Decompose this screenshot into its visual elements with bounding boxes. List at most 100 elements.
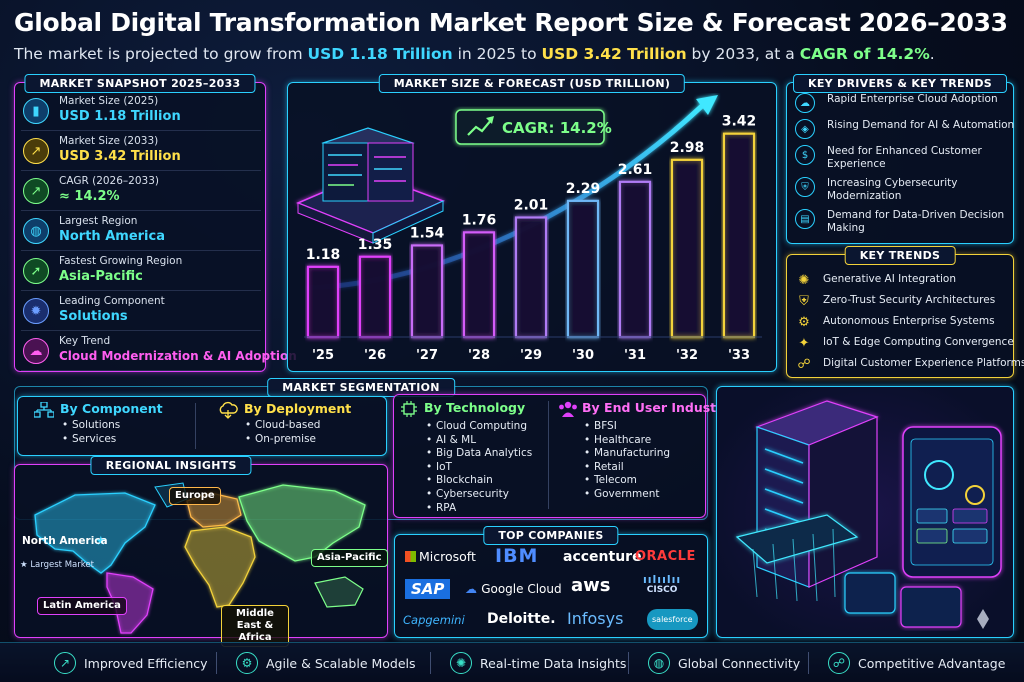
segment-item: Cloud-based [245,419,321,431]
google-cloud-logo-icon: ☁ [465,582,482,596]
agile-icon: ⚙ [236,652,258,674]
top-companies-panel: TOP COMPANIES Microsoft IBM accenture OR… [394,526,708,638]
bar [566,199,600,339]
north-america-shape [34,492,156,574]
subtitle-text-1: The market is projected to grow from [14,45,308,63]
segment-item: Services [62,433,116,445]
forecast-title: MARKET SIZE & FORECAST (USD TRILLION) [378,74,686,93]
mea-label: Middle East & Africa [221,605,289,647]
snapshot-value: North America [59,229,165,244]
key-trends-title: KEY TRENDS [844,246,956,265]
rocket-icon: ➚ [23,258,49,284]
footer-item: ☍ Competitive Advantage [828,648,1005,678]
trend-item: ⛨ Zero-Trust Security Architectures [795,292,1020,310]
insight-bulb-icon: ✺ [450,652,472,674]
microsoft-logo-icon [405,551,416,562]
trend-item: ✺ Generative AI Integration [795,271,1020,289]
cagr-chart-icon: ↗ [23,178,49,204]
snapshot-value: Cloud Modernization & AI Adoption [59,349,297,363]
company-infosys: Infosys [567,609,624,628]
company-cisco: ıılıılıı CISCO [643,573,682,595]
segment-item: Cybersecurity [426,488,509,500]
bar-value-label: 2.01 [514,198,549,214]
divider [548,401,549,509]
snapshot-label: CAGR (2026–2033) [59,175,159,187]
key-drivers-title: KEY DRIVERS & KEY TRENDS [793,74,1007,93]
x-tick-label: '32 [676,348,698,363]
brain-icon: ✺ [798,272,810,288]
snapshot-label: Fastest Growing Region [59,255,183,267]
snapshot-row: ➚ Fastest Growing Region Asia-Pacific [21,253,261,291]
by-industry-heading: By End User Industry [582,400,731,415]
latin-america-shape [106,572,154,634]
footer-bar [0,642,1024,682]
bar-chart-icon: ▮ [23,98,49,124]
africa-shape [184,526,256,608]
bar [514,216,548,339]
phone-device-2 [900,586,962,628]
server-rack-front [756,426,810,588]
growth-arrowhead [696,95,718,115]
forecast-panel: MARKET SIZE & FORECAST (USD TRILLION) [287,74,777,372]
segment-item: AI & ML [426,434,476,446]
bar [358,255,392,339]
segment-item: Government [584,488,660,500]
server-rack-side [808,416,878,588]
page-subtitle: The market is projected to grow from USD… [14,45,1014,63]
latin-america-label: Latin America [37,597,127,615]
driver-text: Demand for Data-Driven Decision Making [827,209,1005,234]
bar-value-label: 2.98 [670,140,705,156]
snapshot-label: Leading Component [59,295,165,307]
x-tick-label: '25 [312,348,334,363]
server-drawer [735,514,859,564]
trend-text: IoT & Edge Computing Convergence [823,336,1014,348]
subtitle-text-2: in 2025 to [452,45,542,63]
bar-value-label: 1.76 [462,212,497,228]
x-tick-label: '30 [572,348,594,363]
x-tick-label: '27 [416,348,438,363]
footer-text: Improved Efficiency [84,655,208,671]
driver-text: Need for Enhanced Customer Experience [827,145,982,170]
footer-divider [808,652,809,674]
top-companies-title: TOP COMPANIES [483,526,619,545]
largest-market-label: ★ Largest Market [20,560,94,570]
trend-item: ✦ IoT & Edge Computing Convergence [795,334,1020,352]
australia-shape [314,576,364,608]
driver-text: Increasing Cybersecurity Modernization [827,177,958,202]
gear-icon: ✹ [23,298,49,324]
trend-text: Autonomous Enterprise Systems [823,315,995,327]
snapshot-row: ☁ Key Trend Cloud Modernization & AI Adopt… [21,333,297,371]
regional-panel: REGIONAL INSIGHTS ★ North America ★ Larg… [14,456,388,647]
snapshot-value: Solutions [59,309,128,324]
footer-item: ✺ Real-time Data Insights [450,648,626,678]
company-google-cloud: ☁ Google Cloud [465,582,562,596]
segment-item: BFSI [584,420,617,432]
asia-pacific-label: Asia-Pacific [311,549,388,567]
x-tick-label: '28 [468,348,490,363]
cisco-logo-icon: ıılıılıı [643,573,682,586]
bar-value-label: 1.18 [306,247,341,263]
iot-icon: ✦ [798,335,810,351]
company-ibm: IBM [495,545,539,567]
competitive-network-icon: ☍ [828,652,850,674]
subtitle-text-4: . [929,45,935,63]
snapshot-row: ◍ Largest Region North America [21,213,261,251]
company-accenture: accenture [563,549,642,565]
market-snapshot-title: MARKET SNAPSHOT 2025–2033 [24,74,256,93]
efficiency-chart-icon: ↗ [54,652,76,674]
segmentation-left-box: By Component Solutions Services By Deploy… [17,396,387,456]
datacenter-illustration-panel [716,386,1014,638]
bar-value-label: 3.42 [722,114,757,130]
key-trends-panel: KEY TRENDS ✺ Generative AI Integration ⛨ Ze… [786,246,1024,378]
snapshot-row: ↗ Market Size (2033) USD 3.42 Trillion [21,133,261,171]
ai-chip-icon: ◈ [795,119,815,139]
company-oracle: ORACLE [635,549,696,564]
footer-divider [216,652,217,674]
regional-title: REGIONAL INSIGHTS [90,456,252,475]
bar-value-label: 1.54 [410,225,445,241]
footer-text: Real-time Data Insights [480,655,627,671]
by-technology-heading: By Technology [424,400,526,415]
segment-item: Retail [584,461,624,473]
snapshot-value: USD 1.18 Trillion [59,109,181,124]
